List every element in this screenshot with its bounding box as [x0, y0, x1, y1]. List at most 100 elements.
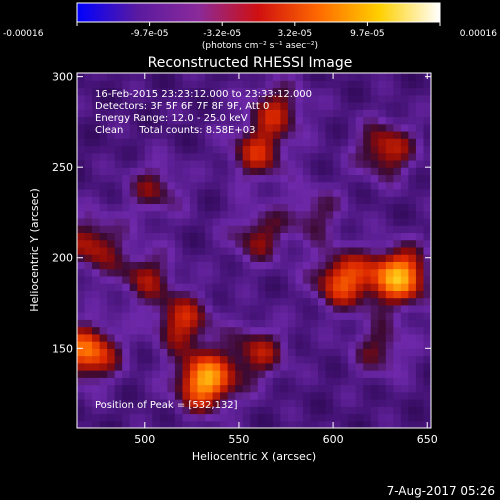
heatmap-cell — [159, 152, 168, 161]
heatmap-cell — [280, 239, 289, 248]
heatmap-cell — [227, 406, 236, 415]
heatmap-cell — [265, 312, 274, 320]
heatmap-cell — [272, 283, 281, 291]
heatmap-cell — [415, 312, 425, 320]
heatmap-cell — [355, 159, 364, 168]
heatmap-cell — [348, 232, 357, 241]
heatmap-cell — [295, 217, 304, 226]
heatmap-cell — [197, 406, 206, 415]
heatmap-cell — [197, 159, 206, 168]
heatmap-cell — [205, 174, 214, 183]
heatmap-cell — [400, 101, 410, 110]
heatmap-cell — [363, 341, 372, 349]
heatmap-cell — [84, 145, 93, 154]
heatmap-cell — [152, 232, 161, 241]
heatmap-cell — [242, 319, 251, 328]
heatmap-cell — [235, 188, 244, 197]
heatmap-cell — [212, 196, 221, 205]
heatmap-cell — [174, 87, 184, 96]
heatmap-cell — [182, 246, 191, 255]
heatmap-cell — [340, 246, 349, 255]
heatmap-cell — [114, 391, 123, 400]
heatmap-cell — [318, 304, 327, 313]
heatmap-cell — [235, 355, 244, 364]
heatmap-cell — [220, 73, 229, 81]
heatmap-cell — [235, 87, 244, 96]
heatmap-cell — [257, 174, 266, 183]
heatmap-cell — [385, 362, 394, 371]
heatmap-cell — [114, 239, 123, 248]
heatmap-cell — [400, 304, 410, 313]
heatmap-cell — [378, 333, 387, 342]
heatmap-cell — [92, 181, 101, 190]
heatmap-cell — [355, 225, 364, 233]
heatmap-cell — [189, 80, 199, 89]
heatmap-cell — [310, 355, 319, 364]
heatmap-cell — [205, 73, 214, 81]
heatmap-cell — [318, 341, 327, 349]
heatmap-cell — [287, 304, 297, 313]
heatmap-cell — [197, 145, 206, 154]
heatmap-cell — [400, 283, 410, 291]
heatmap-cell — [318, 94, 327, 103]
heatmap-cell — [295, 326, 304, 335]
heatmap-cell — [295, 290, 304, 299]
heatmap-cell — [423, 159, 431, 168]
heatmap-cell — [227, 268, 236, 277]
heatmap-cell — [363, 312, 372, 320]
heatmap-cell — [167, 109, 176, 118]
heatmap-cell — [287, 130, 297, 139]
heatmap-cell — [302, 87, 312, 96]
heatmap-cell — [423, 239, 431, 248]
heatmap-cell — [400, 188, 410, 197]
heatmap-cell — [408, 87, 417, 96]
heatmap-cell — [182, 275, 191, 284]
heatmap-cell — [205, 304, 214, 313]
heatmap-cell — [272, 130, 281, 139]
heatmap-cell — [302, 239, 312, 248]
heatmap-cell — [400, 73, 410, 81]
heatmap-cell — [182, 406, 191, 415]
heatmap-cell — [257, 152, 266, 161]
heatmap-cell — [318, 80, 327, 89]
heatmap-cell — [378, 174, 387, 183]
heatmap-cell — [287, 261, 297, 270]
heatmap-cell — [302, 304, 312, 313]
heatmap-cell — [159, 174, 168, 183]
heatmap-cell — [370, 101, 379, 110]
heatmap-cell — [144, 80, 153, 89]
heatmap-cell — [325, 246, 334, 255]
heatmap-cell — [235, 254, 244, 262]
heatmap-cell — [167, 283, 176, 291]
heatmap-cell — [114, 362, 123, 371]
heatmap-cell — [144, 138, 153, 147]
heatmap-cell — [99, 290, 108, 299]
heatmap-cell — [227, 384, 236, 393]
heatmap-cell — [363, 239, 372, 248]
heatmap-cell — [265, 355, 274, 364]
heatmap-cell — [129, 275, 138, 284]
heatmap-cell — [189, 362, 199, 371]
heatmap-cell — [408, 348, 417, 357]
heatmap-cell — [167, 167, 176, 176]
heatmap-cell — [415, 290, 425, 299]
heatmap-cell — [272, 246, 281, 255]
heatmap-cell — [182, 225, 191, 233]
heatmap-cell — [310, 304, 319, 313]
heatmap-cell — [257, 319, 266, 328]
heatmap-cell — [144, 203, 153, 212]
heatmap-cell — [272, 399, 281, 407]
heatmap-cell — [137, 167, 146, 176]
heatmap-cell — [174, 355, 184, 364]
heatmap-cell — [355, 167, 364, 176]
heatmap-cell — [137, 159, 146, 168]
heatmap-cell — [250, 355, 259, 364]
heatmap-cell — [77, 152, 86, 161]
heatmap-cell — [205, 413, 214, 422]
heatmap-cell — [348, 188, 357, 197]
heatmap-cell — [423, 297, 431, 306]
heatmap-cell — [363, 87, 372, 96]
heatmap-cell — [197, 109, 206, 118]
heatmap-cell — [235, 413, 244, 422]
heatmap-cell — [205, 254, 214, 262]
